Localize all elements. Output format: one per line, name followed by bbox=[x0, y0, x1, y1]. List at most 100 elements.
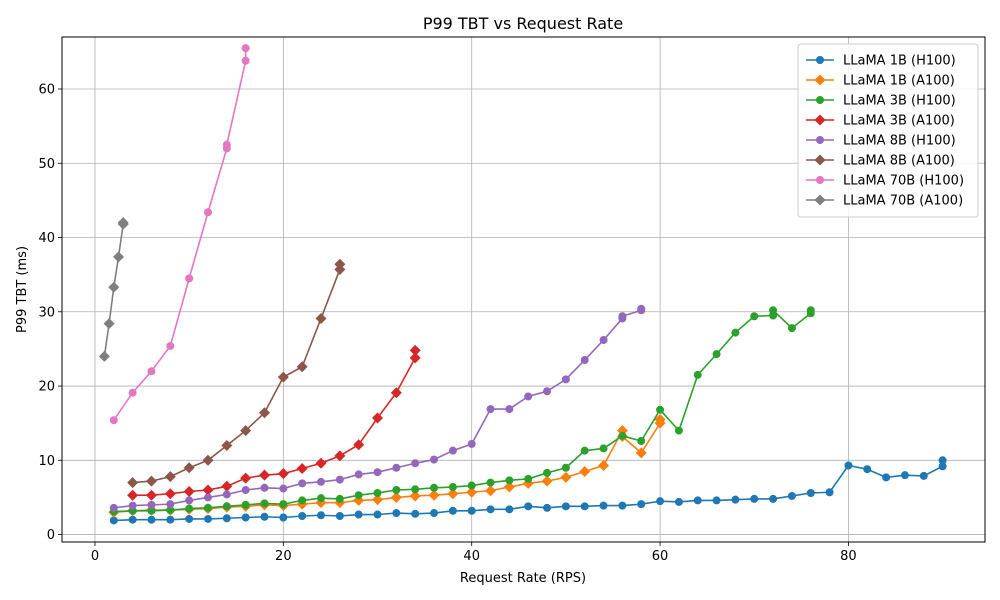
data-point-llama-1b-h100 bbox=[599, 501, 608, 510]
data-point-llama-3b-a100 bbox=[296, 462, 308, 474]
legend-item: LLaMA 3B (H100) bbox=[806, 94, 956, 109]
data-point-llama-70b-a100 bbox=[113, 251, 125, 263]
data-point-llama-1b-h100 bbox=[712, 496, 721, 505]
series-line-llama-8b-a100 bbox=[132, 264, 341, 484]
data-point-llama-1b-h100 bbox=[656, 497, 665, 506]
data-point-llama-70b-h100 bbox=[185, 274, 194, 283]
data-point-llama-8b-h100 bbox=[185, 496, 194, 505]
data-point-llama-1b-h100 bbox=[524, 502, 533, 511]
data-point-llama-8b-a100 bbox=[221, 439, 233, 451]
data-point-llama-1b-h100 bbox=[185, 514, 194, 523]
data-point-llama-1b-h100 bbox=[317, 511, 326, 520]
data-point-llama-3b-h100 bbox=[467, 481, 476, 490]
data-point-llama-8b-h100 bbox=[109, 503, 118, 512]
data-point-llama-3b-h100 bbox=[750, 312, 759, 321]
data-point-llama-1b-h100 bbox=[787, 491, 796, 500]
chart-title: P99 TBT vs Request Rate bbox=[423, 14, 623, 33]
data-point-llama-8b-h100 bbox=[467, 439, 476, 448]
data-point-llama-1b-h100 bbox=[467, 506, 476, 515]
data-point-llama-8b-h100 bbox=[543, 387, 552, 396]
data-point-llama-1b-a100 bbox=[503, 481, 515, 493]
data-point-llama-3b-h100 bbox=[335, 494, 344, 503]
series-llama-3b-h100 bbox=[109, 306, 815, 516]
data-point-llama-3b-h100 bbox=[166, 506, 175, 515]
data-point-llama-1b-h100 bbox=[354, 510, 363, 519]
data-point-llama-3b-h100 bbox=[731, 328, 740, 337]
data-point-llama-70b-a100 bbox=[98, 350, 110, 362]
data-point-llama-3b-h100 bbox=[147, 506, 156, 515]
data-point-llama-1b-h100 bbox=[392, 509, 401, 518]
data-point-llama-8b-h100 bbox=[524, 392, 533, 401]
legend-label: LLaMA 1B (H100) bbox=[843, 54, 956, 69]
y-tick-label: 0 bbox=[47, 528, 55, 543]
data-point-llama-8b-h100 bbox=[166, 500, 175, 509]
data-point-llama-8b-h100 bbox=[373, 468, 382, 477]
data-point-llama-1b-a100 bbox=[428, 489, 440, 501]
data-point-llama-3b-h100 bbox=[241, 500, 250, 509]
data-point-llama-1b-h100 bbox=[430, 509, 439, 518]
data-point-llama-8b-h100 bbox=[128, 501, 137, 510]
data-point-llama-3b-h100 bbox=[185, 504, 194, 513]
x-axis-label: Request Rate (RPS) bbox=[460, 571, 586, 586]
data-point-llama-8b-h100 bbox=[637, 304, 646, 313]
series-line-llama-1b-h100 bbox=[113, 460, 944, 522]
x-tick-label: 20 bbox=[275, 549, 292, 564]
legend-swatch-marker bbox=[814, 74, 826, 86]
data-point-llama-1b-a100 bbox=[466, 486, 478, 498]
data-point-llama-8b-a100 bbox=[127, 477, 139, 489]
data-point-llama-8b-h100 bbox=[279, 484, 288, 493]
data-point-llama-1b-a100 bbox=[635, 447, 647, 459]
data-point-llama-8b-h100 bbox=[618, 312, 627, 321]
data-point-llama-1b-h100 bbox=[919, 471, 928, 480]
data-point-llama-3b-h100 bbox=[580, 446, 589, 455]
data-point-llama-8b-a100 bbox=[315, 312, 327, 324]
data-point-llama-3b-h100 bbox=[354, 491, 363, 500]
legend-label: LLaMA 3B (A100) bbox=[843, 114, 955, 129]
data-point-llama-1b-h100 bbox=[900, 471, 909, 480]
data-point-llama-1b-h100 bbox=[674, 497, 683, 506]
data-point-llama-1b-h100 bbox=[411, 509, 420, 518]
data-point-llama-1b-h100 bbox=[731, 495, 740, 504]
y-tick-label: 60 bbox=[38, 82, 55, 97]
data-point-llama-1b-h100 bbox=[486, 505, 495, 514]
y-tick-label: 10 bbox=[38, 454, 55, 469]
data-point-llama-3b-h100 bbox=[637, 437, 646, 445]
data-point-llama-1b-h100 bbox=[505, 505, 514, 514]
y-tick-label: 20 bbox=[38, 380, 55, 395]
data-point-llama-3b-h100 bbox=[618, 431, 627, 440]
y-tick-label: 30 bbox=[38, 305, 55, 320]
data-point-llama-70b-h100 bbox=[147, 367, 156, 376]
data-point-llama-8b-h100 bbox=[448, 446, 457, 455]
legend-label: LLaMA 8B (H100) bbox=[843, 134, 956, 149]
legend-swatch-marker bbox=[816, 136, 824, 144]
data-point-llama-3b-h100 bbox=[298, 496, 307, 505]
plot-frame bbox=[61, 36, 986, 543]
data-point-llama-8b-a100 bbox=[296, 361, 308, 373]
data-point-llama-1b-h100 bbox=[938, 456, 947, 465]
data-point-llama-1b-h100 bbox=[448, 506, 457, 515]
data-point-llama-8b-h100 bbox=[260, 483, 269, 492]
data-point-llama-1b-h100 bbox=[693, 496, 702, 505]
x-axis-ticks: 0 20 40 60 80 bbox=[91, 542, 857, 564]
data-point-llama-1b-h100 bbox=[373, 510, 382, 519]
legend-swatch-marker bbox=[814, 194, 826, 206]
data-point-llama-3b-h100 bbox=[712, 350, 721, 359]
data-point-llama-3b-h100 bbox=[222, 502, 231, 511]
data-point-llama-8b-a100 bbox=[277, 371, 289, 383]
data-point-llama-8b-h100 bbox=[354, 470, 363, 479]
data-point-llama-1b-h100 bbox=[335, 512, 344, 521]
series-line-llama-3b-h100 bbox=[113, 309, 812, 513]
legend-swatch-marker bbox=[816, 96, 824, 104]
data-point-llama-70b-h100 bbox=[109, 416, 118, 425]
data-point-llama-1b-h100 bbox=[260, 512, 269, 521]
data-point-llama-3b-a100 bbox=[277, 468, 289, 480]
series-llama-8b-a100 bbox=[127, 258, 346, 489]
data-point-llama-1b-h100 bbox=[279, 513, 288, 522]
legend-item: LLaMA 3B (A100) bbox=[806, 114, 955, 129]
legend-swatch-marker bbox=[814, 154, 826, 166]
data-point-llama-3b-h100 bbox=[448, 483, 457, 492]
data-point-llama-3b-a100 bbox=[127, 489, 139, 501]
legend-item: LLaMA 1B (A100) bbox=[806, 74, 955, 89]
data-point-llama-1b-h100 bbox=[750, 494, 759, 503]
